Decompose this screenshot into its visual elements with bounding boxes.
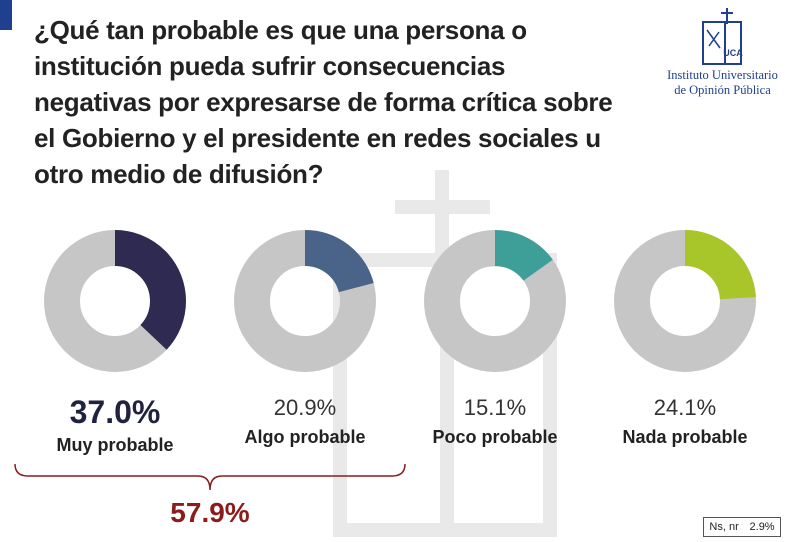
accent-bar: [0, 0, 12, 30]
logo-line-1: Instituto Universitario: [667, 68, 778, 82]
category-label: Poco probable: [432, 427, 558, 447]
category-label: Nada probable: [622, 427, 748, 447]
question-line: institución pueda sufrir consecuencias: [34, 51, 506, 81]
combined-total: 57.9%: [170, 497, 250, 528]
nonresponse-label: Ns, nr: [709, 521, 739, 533]
logo-text: Instituto Universitario de Opinión Públi…: [655, 68, 790, 98]
donut-segment-poco-probable: [424, 230, 566, 372]
donut-chart: [44, 230, 186, 372]
iudop-logo: UCA Instituto Universitario de Opinión P…: [655, 8, 790, 103]
category-label: Algo probable: [244, 427, 366, 447]
donut-caption: 24.1% Nada probable: [590, 395, 780, 449]
donut-chart: [234, 230, 376, 372]
donut-chart: [614, 230, 756, 372]
donut-caption: 15.1% Poco probable: [400, 395, 590, 449]
question-title: ¿Qué tan probable es que una persona o i…: [34, 12, 674, 192]
donut-caption: 37.0% Muy probable: [20, 395, 210, 457]
donut-segment-muy-probable: [44, 230, 186, 372]
nonresponse-box: Ns, nr 2.9%: [703, 517, 781, 537]
data-label: 37.0%: [69, 394, 161, 430]
donut-segment-nada-probable: [614, 230, 756, 372]
donut-segment-algo-probable: [234, 230, 376, 372]
category-label: Muy probable: [56, 435, 174, 455]
question-line: el Gobierno y el presidente en redes soc…: [34, 123, 601, 153]
data-label: 15.1%: [463, 395, 527, 420]
logo-line-2: de Opinión Pública: [674, 83, 771, 97]
donut-caption: 20.9% Algo probable: [210, 395, 400, 449]
question-line: negativas por expresarse de forma crític…: [34, 87, 613, 117]
data-label: 20.9%: [273, 395, 337, 420]
uca-logo-icon: UCA: [702, 8, 743, 65]
nonresponse-value: 2.9%: [749, 521, 775, 533]
grouping-brace: [14, 463, 406, 491]
donut-chart: [424, 230, 566, 372]
question-line: otro medio de difusión?: [34, 159, 324, 189]
logo-mark-text: UCA: [723, 48, 743, 58]
question-line: ¿Qué tan probable es que una persona o: [34, 15, 527, 45]
data-label: 24.1%: [653, 395, 717, 420]
